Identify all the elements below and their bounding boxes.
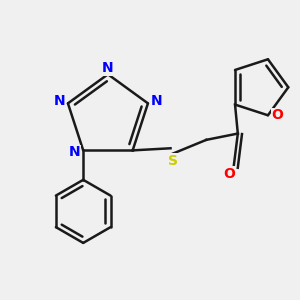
Text: N: N [151, 94, 162, 108]
Text: S: S [168, 154, 178, 168]
Text: N: N [54, 94, 65, 108]
Text: O: O [224, 167, 235, 181]
Text: N: N [102, 61, 114, 75]
Text: O: O [271, 108, 283, 122]
Text: N: N [69, 146, 81, 160]
